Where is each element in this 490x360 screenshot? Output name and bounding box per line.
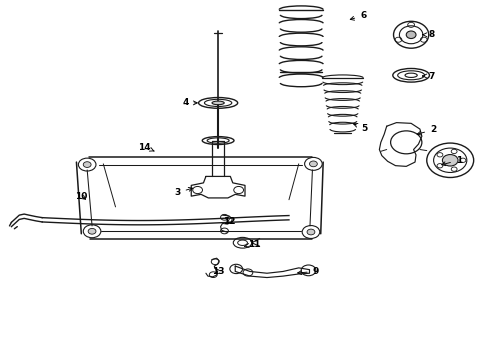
Text: 7: 7 [423, 72, 435, 81]
Text: 14: 14 [139, 143, 154, 152]
Text: 11: 11 [245, 240, 260, 249]
Text: 12: 12 [223, 217, 236, 226]
Circle shape [83, 162, 91, 167]
Circle shape [310, 161, 318, 167]
Text: 3: 3 [174, 188, 193, 197]
Circle shape [88, 228, 96, 234]
Text: 2: 2 [417, 125, 436, 135]
Text: 9: 9 [297, 267, 319, 276]
Text: 4: 4 [182, 98, 197, 107]
Text: 6: 6 [350, 11, 367, 20]
Text: 10: 10 [75, 192, 88, 201]
Circle shape [307, 229, 315, 235]
Text: 8: 8 [423, 30, 435, 39]
Circle shape [442, 154, 458, 166]
Text: 13: 13 [212, 267, 224, 276]
Ellipse shape [212, 101, 224, 105]
Ellipse shape [406, 31, 416, 39]
Text: 1: 1 [441, 156, 462, 166]
Text: 5: 5 [354, 123, 368, 132]
